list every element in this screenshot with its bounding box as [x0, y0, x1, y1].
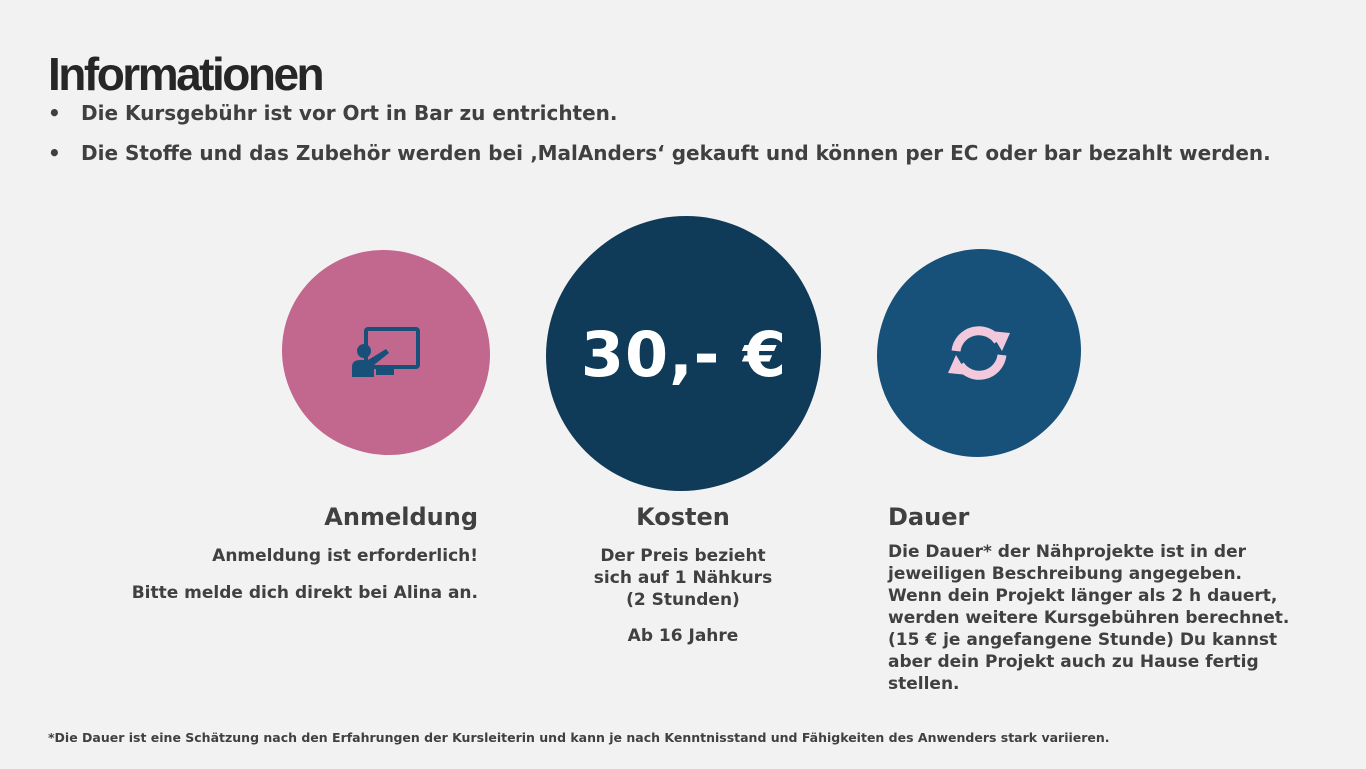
dauer-circle	[878, 250, 1080, 455]
dauer-heading: Dauer	[888, 503, 970, 531]
dauer-line-3: Wenn dein Projekt länger als 2 h dauert,	[888, 586, 1278, 606]
anmeldung-heading: Anmeldung	[324, 503, 478, 531]
footnote: *Die Dauer ist eine Schätzung nach den E…	[48, 730, 1110, 745]
bullet-item-materials: Die Stoffe und das Zubehör werden bei ‚M…	[48, 138, 1271, 178]
kosten-line-3: (2 Stunden)	[626, 590, 740, 610]
bullet-item-payment: Die Kursgebühr ist vor Ort in Bar zu ent…	[48, 98, 1271, 138]
anmeldung-text-2: Bitte melde dich direkt bei Alina an.	[131, 583, 478, 603]
presentation-board-icon	[351, 326, 420, 377]
kosten-line-1: Der Preis bezieht	[600, 546, 766, 566]
kosten-circle: 30,- €	[548, 218, 820, 490]
kosten-heading: Kosten	[636, 503, 730, 531]
dauer-line-2: jeweiligen Beschreibung angegeben.	[888, 564, 1243, 584]
info-bullet-list: Die Kursgebühr ist vor Ort in Bar zu ent…	[48, 98, 1271, 178]
page-title: Informationen	[48, 48, 325, 100]
dauer-line-1: Die Dauer* der Nähprojekte ist in der	[888, 542, 1246, 562]
dauer-text: Die Dauer* der Nähprojekte ist in der je…	[888, 541, 1328, 695]
kosten-line-2: sich auf 1 Nähkurs	[593, 568, 773, 588]
dauer-line-6: aber dein Projekt auch zu Hause fertig	[888, 652, 1259, 672]
dauer-line-7: stellen.	[888, 674, 960, 694]
refresh-arrows-icon	[948, 325, 1010, 380]
kosten-text: Der Preis bezieht sich auf 1 Nähkurs (2 …	[563, 545, 803, 647]
dauer-line-4: werden weitere Kursgebühren berechnet.	[888, 608, 1290, 628]
anmeldung-circle	[283, 251, 488, 454]
anmeldung-text-1: Anmeldung ist erforderlich!	[212, 546, 478, 566]
kosten-line-4: Ab 16 Jahre	[627, 626, 739, 646]
dauer-line-5: (15 € je angefangene Stunde) Du kannst	[888, 630, 1278, 650]
price-value: 30,- €	[580, 317, 788, 391]
